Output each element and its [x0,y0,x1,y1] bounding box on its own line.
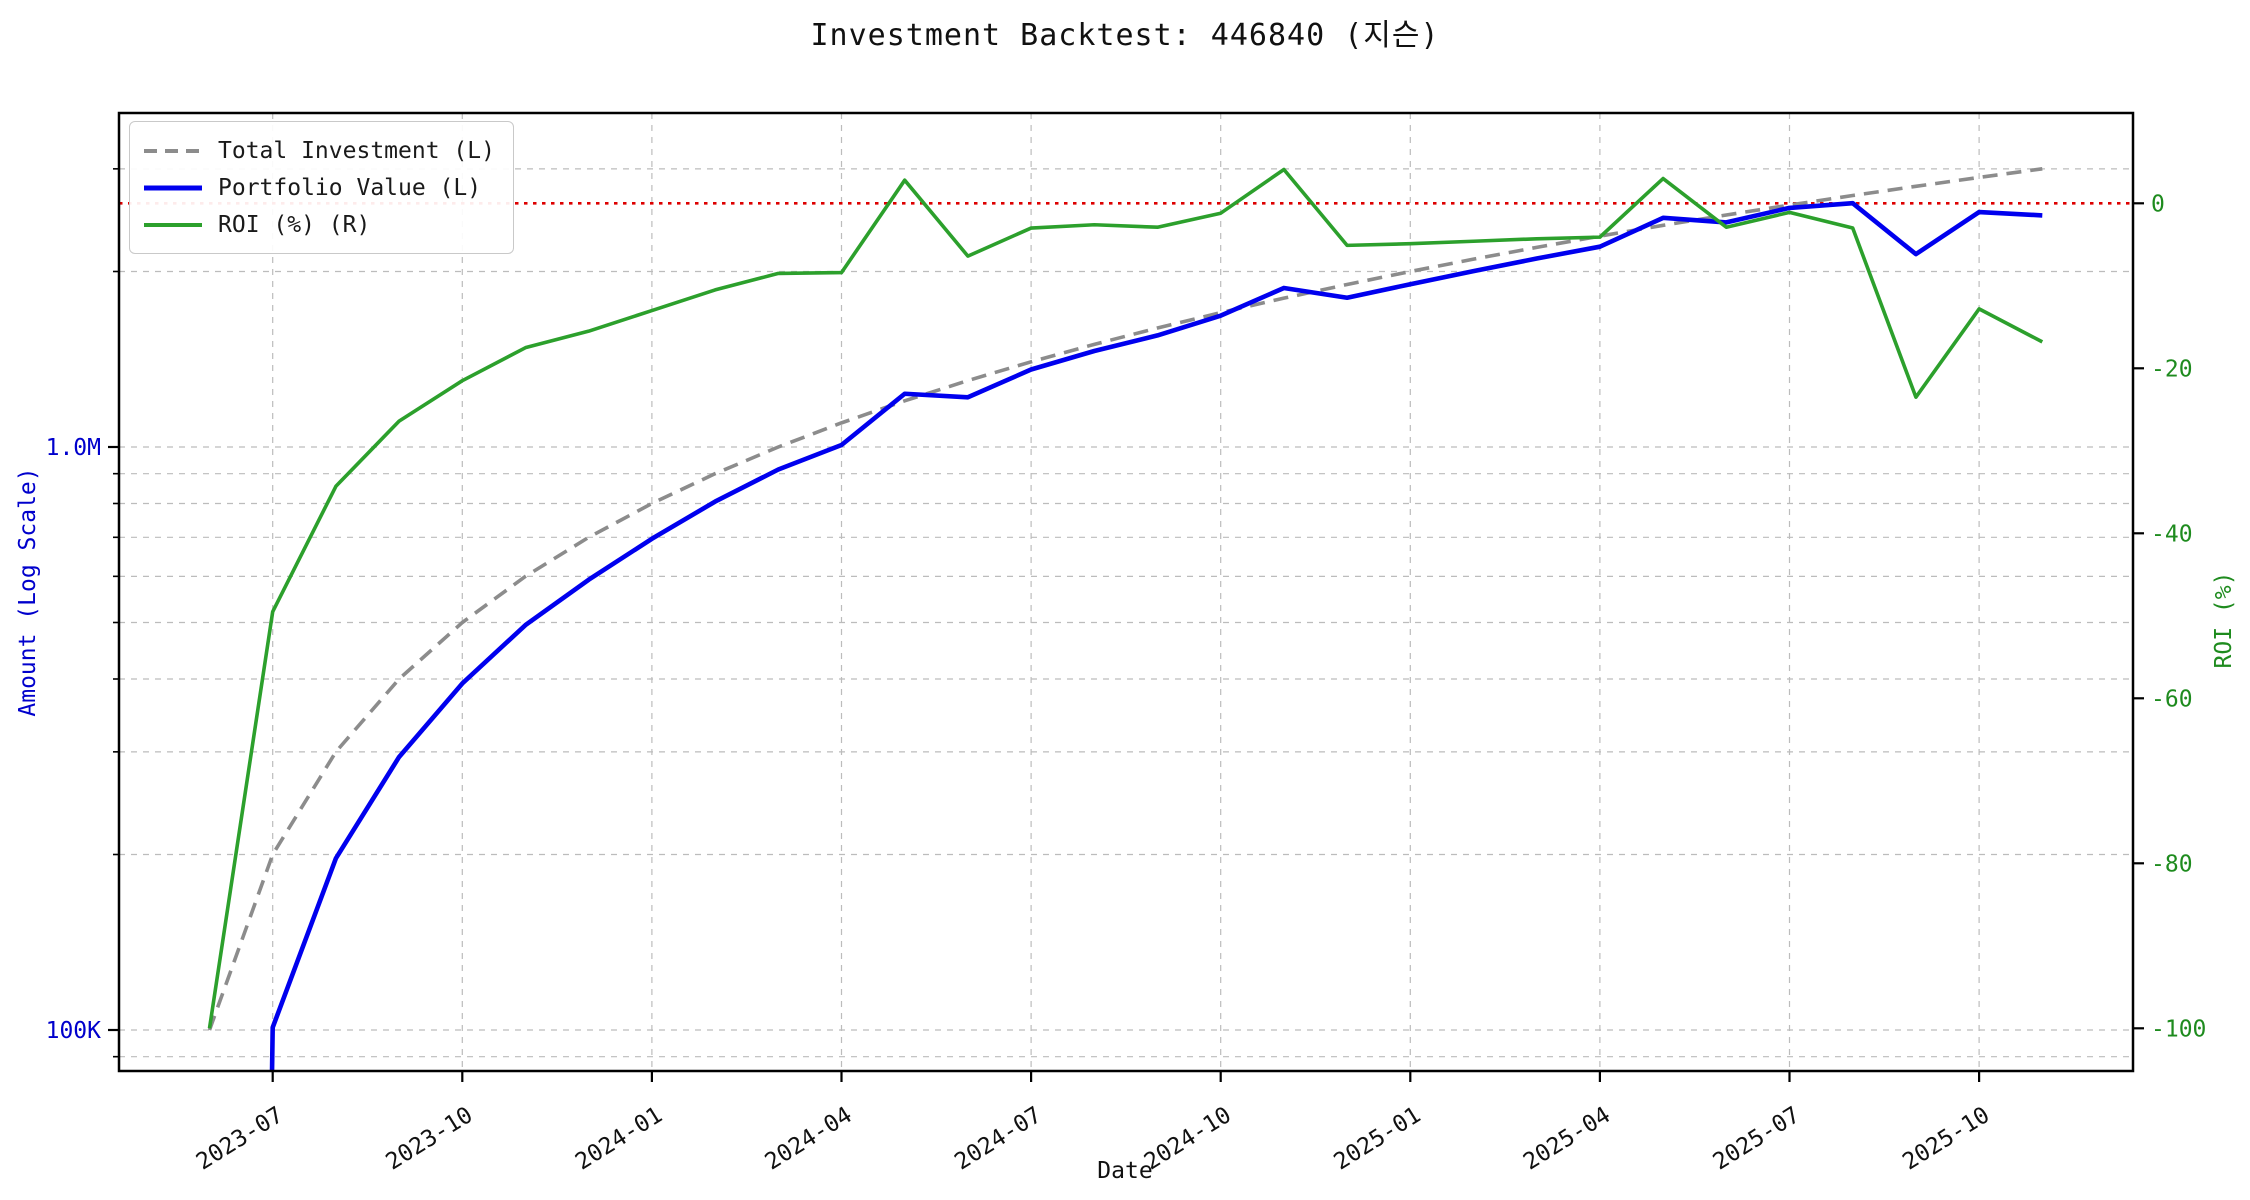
legend-item-portfolio-value: Portfolio Value (L) [144,169,495,206]
svg-text:-20: -20 [2151,356,2193,382]
legend-item-roi: ROI (%) (R) [144,206,495,243]
svg-text:100K: 100K [46,1018,102,1044]
svg-text:-100: -100 [2151,1016,2206,1042]
legend-label: ROI (%) (R) [218,211,371,238]
x-axis-label: Date [1097,1158,1153,1184]
dashed-line-sample-icon [144,148,202,153]
svg-text:0: 0 [2151,191,2165,217]
legend-label: Portfolio Value (L) [218,174,482,201]
svg-text:-40: -40 [2151,521,2193,547]
svg-text:1.0M: 1.0M [46,435,101,461]
solid-line-sample-icon [144,185,202,190]
legend: Total Investment (L) Portfolio Value (L)… [129,121,514,254]
chart-title: Investment Backtest: 446840 (지슨) [810,18,1440,53]
y-axis-label-right: ROI (%) [2211,571,2237,669]
legend-item-total-investment: Total Investment (L) [144,132,495,169]
legend-label: Total Investment (L) [218,137,495,164]
solid-line-sample-icon [144,222,202,227]
svg-text:-80: -80 [2151,851,2193,877]
y-axis-label-left: Amount (Log Scale) [15,467,41,717]
svg-text:-60: -60 [2151,686,2193,712]
